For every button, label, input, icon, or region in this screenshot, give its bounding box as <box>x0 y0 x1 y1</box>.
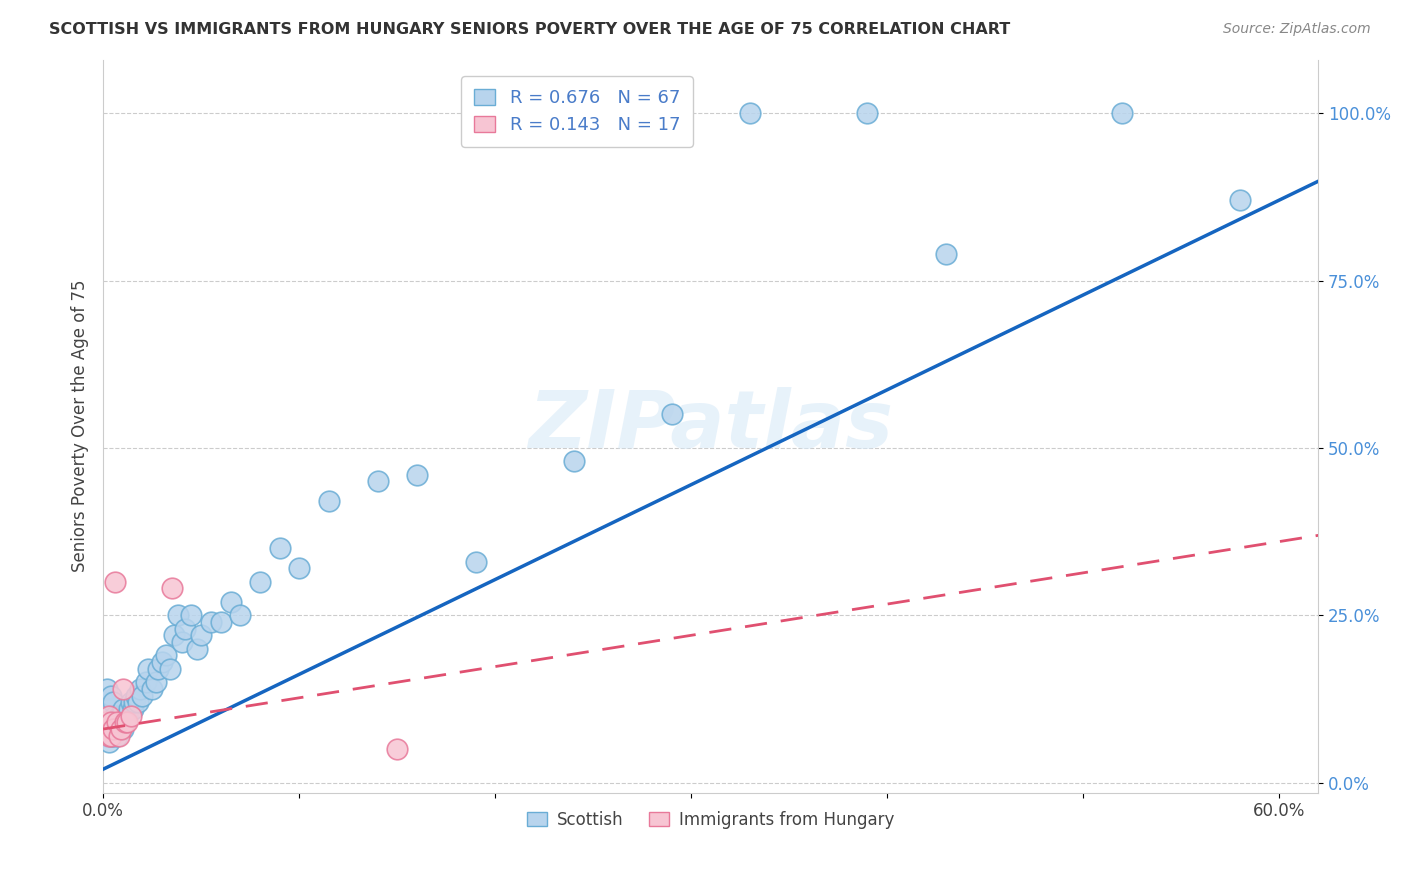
Point <box>108 722 131 736</box>
Legend: Scottish, Immigrants from Hungary: Scottish, Immigrants from Hungary <box>520 805 901 836</box>
Point <box>94 715 117 730</box>
Point <box>160 582 183 596</box>
Point <box>385 742 408 756</box>
Text: Source: ZipAtlas.com: Source: ZipAtlas.com <box>1223 22 1371 37</box>
Point <box>98 729 121 743</box>
Point <box>96 681 118 696</box>
Point <box>131 689 153 703</box>
Point <box>100 729 122 743</box>
Point <box>104 574 127 589</box>
Y-axis label: Seniors Poverty Over the Age of 75: Seniors Poverty Over the Age of 75 <box>72 280 89 573</box>
Point <box>186 641 208 656</box>
Point <box>163 628 186 642</box>
Text: ZIPatlas: ZIPatlas <box>529 387 893 465</box>
Point <box>110 708 132 723</box>
Point <box>111 702 134 716</box>
Point <box>104 708 127 723</box>
Point <box>100 715 122 730</box>
Point <box>661 408 683 422</box>
Point <box>170 635 193 649</box>
Point <box>935 246 957 260</box>
Point <box>155 648 177 663</box>
Point <box>98 735 121 749</box>
Point <box>115 715 138 730</box>
Point <box>200 615 222 629</box>
Point <box>98 708 121 723</box>
Point <box>101 715 124 730</box>
Point <box>135 675 157 690</box>
Point <box>96 722 118 736</box>
Point <box>94 695 117 709</box>
Point <box>98 715 121 730</box>
Point <box>136 662 159 676</box>
Point <box>105 715 128 730</box>
Point <box>125 689 148 703</box>
Text: SCOTTISH VS IMMIGRANTS FROM HUNGARY SENIORS POVERTY OVER THE AGE OF 75 CORRELATI: SCOTTISH VS IMMIGRANTS FROM HUNGARY SENI… <box>49 22 1011 37</box>
Point <box>367 475 389 489</box>
Point <box>114 715 136 730</box>
Point <box>219 595 242 609</box>
Point <box>318 494 340 508</box>
Point <box>288 561 311 575</box>
Point <box>120 708 142 723</box>
Point <box>738 106 761 120</box>
Point <box>174 622 197 636</box>
Point <box>111 722 134 736</box>
Point <box>127 695 149 709</box>
Point <box>141 681 163 696</box>
Point <box>108 708 131 723</box>
Point <box>100 715 122 730</box>
Point <box>1229 193 1251 207</box>
Point <box>94 722 117 736</box>
Point <box>249 574 271 589</box>
Point <box>166 608 188 623</box>
Point <box>1111 106 1133 120</box>
Point <box>129 681 152 696</box>
Point <box>124 695 146 709</box>
Point <box>209 615 232 629</box>
Point <box>101 695 124 709</box>
Point <box>121 702 143 716</box>
Point <box>96 708 118 723</box>
Point <box>105 729 128 743</box>
Point <box>117 702 139 716</box>
Point <box>104 722 127 736</box>
Point <box>145 675 167 690</box>
Point <box>111 681 134 696</box>
Point <box>114 715 136 730</box>
Point <box>562 454 585 468</box>
Point <box>98 702 121 716</box>
Point <box>115 708 138 723</box>
Point <box>190 628 212 642</box>
Point <box>110 722 132 736</box>
Point <box>464 555 486 569</box>
Point <box>150 655 173 669</box>
Point <box>159 662 181 676</box>
Point <box>146 662 169 676</box>
Point <box>269 541 291 556</box>
Point <box>110 722 132 736</box>
Point <box>100 689 122 703</box>
Point <box>96 729 118 743</box>
Point <box>101 729 124 743</box>
Point <box>108 729 131 743</box>
Point <box>101 722 124 736</box>
Point <box>120 695 142 709</box>
Point <box>229 608 252 623</box>
Point <box>856 106 879 120</box>
Point <box>405 467 427 482</box>
Point <box>180 608 202 623</box>
Point <box>105 715 128 730</box>
Point <box>100 729 122 743</box>
